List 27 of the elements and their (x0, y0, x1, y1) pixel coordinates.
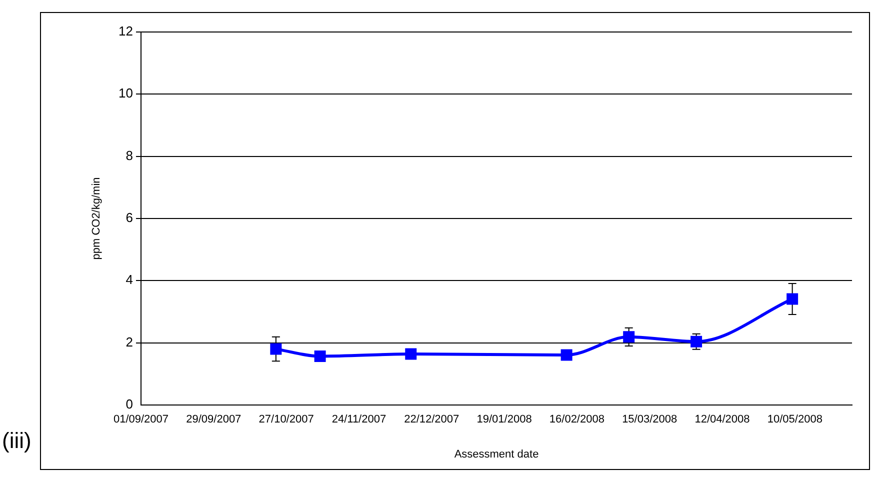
x-tick-label: 22/12/2007 (404, 414, 460, 426)
y-tick-label: 2 (126, 334, 133, 350)
point (623, 331, 635, 343)
point (314, 350, 326, 362)
x-axis-title: Assessment date (454, 448, 539, 460)
y-tick-label: 8 (126, 148, 133, 163)
x-tick-label: 12/04/2008 (694, 414, 750, 426)
point (786, 293, 798, 305)
y-tick-label: 12 (118, 24, 133, 39)
point (690, 336, 702, 348)
y-tick-label: 0 (126, 396, 133, 412)
x-tick-label: 01/09/2007 (113, 414, 169, 426)
y-axis-title: ppm CO2/kg/min (90, 177, 103, 260)
x-tick-label: 16/02/2008 (549, 414, 604, 426)
text: (iii) (2, 428, 32, 454)
x-tick-label: 27/10/2007 (258, 414, 314, 426)
x-tick-label: 10/05/2008 (767, 414, 822, 426)
point (560, 349, 572, 361)
y-tick-label: 6 (126, 210, 133, 226)
point (405, 348, 417, 360)
x-tick-label: 24/11/2007 (332, 414, 386, 426)
x-tick-label: 29/09/2007 (186, 414, 242, 426)
point (270, 343, 282, 355)
y-tick-label: 4 (126, 272, 133, 288)
x-tick-label: 19/01/2008 (476, 414, 532, 426)
y-tick-label: 10 (118, 86, 133, 101)
x-tick-label: 15/03/2008 (622, 414, 678, 426)
